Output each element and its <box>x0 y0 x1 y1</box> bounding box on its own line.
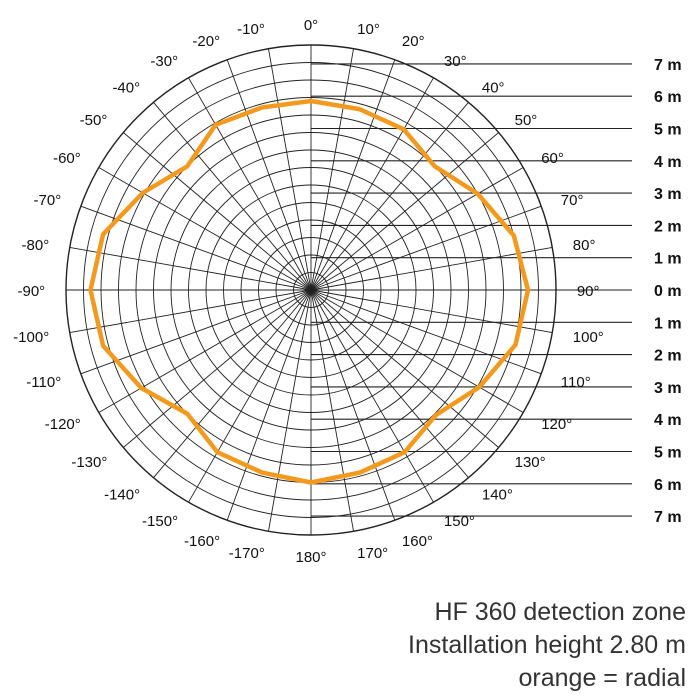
grid-spoke <box>69 289 312 333</box>
caption-title: HF 360 detection zone <box>434 598 686 626</box>
angle-tick-label: 90° <box>577 283 600 300</box>
angle-tick-label: -80° <box>22 237 50 254</box>
angle-tick-label: -130° <box>71 454 107 471</box>
distance-label: 2 m <box>654 348 682 365</box>
angle-tick-label: -50° <box>80 112 108 129</box>
grid-spoke <box>188 289 312 503</box>
distance-label: 2 m <box>654 218 682 235</box>
distance-reference-lines <box>311 63 632 517</box>
angle-tick-label: 60° <box>541 150 564 167</box>
grid-spoke <box>153 289 312 478</box>
grid-spoke <box>310 289 553 333</box>
angle-tick-label: 150° <box>444 513 475 530</box>
angle-tick-label: -100° <box>13 329 49 346</box>
grid-spoke <box>98 167 312 291</box>
grid-spoke <box>310 132 499 291</box>
grid-spoke <box>310 289 499 448</box>
grid-spoke <box>310 102 469 291</box>
angle-tick-label: -160° <box>184 533 220 550</box>
distance-label: 4 m <box>654 412 682 429</box>
angle-tick-label: 20° <box>402 33 425 50</box>
angle-tick-label: -140° <box>104 487 140 504</box>
distance-label: 1 m <box>654 315 682 332</box>
grid-spoke <box>310 59 396 291</box>
angle-tick-label: -30° <box>150 53 178 70</box>
grid-spoke <box>310 205 542 291</box>
distance-label: 5 m <box>654 445 682 462</box>
grid-spoke <box>123 289 312 448</box>
polar-chart: 0° 10° 20° 30° 40° 50° 60° 70° 80° 90° 100° 110° 120… <box>13 17 682 566</box>
caption-legend: orange = radial <box>518 664 686 692</box>
grid-spoke <box>310 289 396 521</box>
grid-spoke <box>69 247 312 291</box>
angle-tick-label: 110° <box>561 374 591 391</box>
distance-label: 7 m <box>654 509 682 526</box>
distance-label: 7 m <box>654 57 682 74</box>
distance-label: 1 m <box>654 251 682 268</box>
angle-tick-label: -20° <box>192 33 220 50</box>
grid-spoke <box>80 289 312 375</box>
grid-spoke <box>310 167 524 291</box>
distance-labels: 7 m 6 m 5 m 4 m 3 m 2 m 1 m 0 m 1 m 2 m 3 m 4 m 5 m 6… <box>654 57 682 526</box>
angle-tick-label: 160° <box>402 533 433 550</box>
angle-tick-label: -40° <box>112 79 140 96</box>
distance-label: 3 m <box>654 186 682 203</box>
angle-tick-label: 50° <box>515 112 538 129</box>
angle-tick-label: 120° <box>541 416 572 433</box>
grid-spoke <box>310 289 354 532</box>
distance-label: 5 m <box>654 122 682 139</box>
angle-tick-label: -70° <box>34 192 62 209</box>
angle-tick-label: 10° <box>357 21 380 38</box>
angle-tick-label: -170° <box>229 545 265 562</box>
grid-spoke <box>153 102 312 291</box>
angle-tick-label: 40° <box>482 79 505 96</box>
angle-tick-label: -60° <box>53 150 81 167</box>
grid-spoke <box>310 247 553 291</box>
angle-tick-label: -110° <box>26 374 61 391</box>
angle-tick-label: 170° <box>357 545 388 562</box>
angle-tick-label: 80° <box>573 237 596 254</box>
angle-tick-label: 140° <box>482 487 513 504</box>
series-layer <box>88 98 531 485</box>
grid-spoke <box>268 289 312 532</box>
grid-spoke <box>310 77 434 291</box>
angle-tick-label: 30° <box>444 53 467 70</box>
angle-tick-label: -90° <box>17 283 45 300</box>
angle-tick-label: 0° <box>304 17 318 34</box>
angle-tick-label: 180° <box>295 549 326 566</box>
grid-spoke <box>188 77 312 291</box>
distance-label: 3 m <box>654 380 682 397</box>
grid-spoke <box>310 289 434 503</box>
distance-label: 6 m <box>654 477 682 494</box>
grid-spoke <box>310 48 354 291</box>
angle-tick-label: 130° <box>515 454 546 471</box>
grid-spoke <box>268 48 312 291</box>
grid-spoke <box>226 289 312 521</box>
angle-tick-label: -150° <box>142 513 178 530</box>
grid-spoke <box>226 59 312 291</box>
angle-tick-label: -120° <box>45 416 81 433</box>
detection-zone-series <box>88 98 531 485</box>
grid-spoke <box>123 132 312 291</box>
distance-label: 0 m <box>654 283 682 300</box>
distance-label: 4 m <box>654 154 682 171</box>
grid-spoke <box>310 289 469 478</box>
caption-installation-height: Installation height 2.80 m <box>408 631 686 659</box>
angle-tick-label: -10° <box>237 21 265 38</box>
distance-label: 6 m <box>654 89 682 106</box>
grid-spoke <box>98 289 312 413</box>
angle-tick-label: 100° <box>573 329 604 346</box>
angle-labels: 0° 10° 20° 30° 40° 50° 60° 70° 80° 90° 100° 110° 120… <box>13 17 604 566</box>
grid-spoke <box>310 289 542 375</box>
grid-spoke <box>310 289 524 413</box>
angle-tick-label: 70° <box>561 192 584 209</box>
